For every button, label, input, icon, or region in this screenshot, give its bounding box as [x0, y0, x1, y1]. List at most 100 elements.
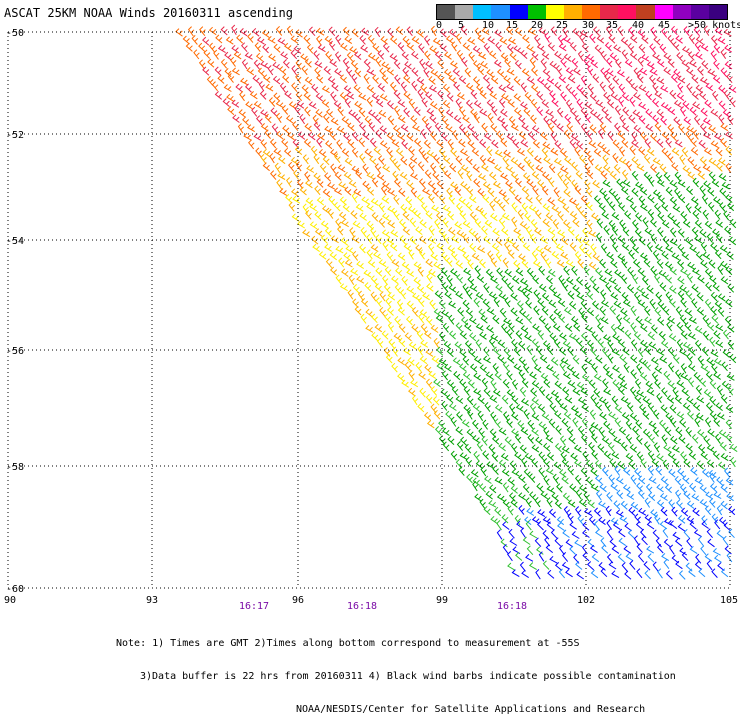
wind-barb: [636, 163, 645, 172]
wind-barb: [320, 234, 328, 244]
wind-barb: [462, 355, 470, 366]
wind-barb: [620, 274, 628, 285]
wind-barb: [378, 218, 386, 228]
wind-barb: [520, 398, 530, 406]
wind-barb: [295, 59, 302, 70]
wind-barb: [438, 228, 446, 238]
wind-barb: [717, 307, 725, 317]
wind-barb: [544, 32, 551, 43]
wind-barb: [506, 67, 515, 76]
wind-barb: [475, 205, 484, 214]
wind-barb: [458, 138, 466, 148]
wind-barb: [631, 170, 639, 181]
wind-map: -50-52-54-56-58-60 90 93 96 99 102 105 16:17 1…: [4, 24, 738, 612]
wind-barb: [458, 196, 466, 205]
wind-barb: [621, 186, 629, 195]
wind-barb: [688, 59, 697, 68]
wind-barb: [403, 107, 410, 118]
wind-barb: [639, 372, 648, 381]
wind-barb: [512, 546, 521, 555]
wind-barb: [571, 89, 578, 100]
wind-barb: [411, 323, 419, 333]
wind-barb: [716, 476, 724, 486]
wind-barb: [608, 411, 617, 420]
wind-barb: [710, 306, 717, 316]
wind-barb: [577, 515, 584, 525]
wind-barb: [411, 67, 419, 77]
wind-barb: [387, 220, 396, 229]
wind-barb: [428, 193, 435, 204]
wind-barb: [672, 219, 681, 228]
wind-barb: [691, 267, 700, 276]
wind-barb: [329, 266, 338, 276]
wind-barb: [354, 67, 362, 78]
wind-barb: [533, 289, 541, 300]
wind-barb: [531, 412, 540, 421]
wind-barb: [676, 379, 685, 388]
wind-barb: [576, 571, 584, 580]
wind-barb: [531, 458, 539, 468]
wind-barb: [495, 251, 503, 262]
wind-barb: [277, 37, 286, 46]
wind-barb: [689, 482, 697, 493]
wind-barb: [530, 98, 538, 109]
wind-barb: [523, 156, 531, 166]
wind-barb: [538, 421, 546, 430]
wind-barb: [645, 380, 653, 390]
wind-barb: [565, 259, 574, 268]
wind-barb: [720, 500, 728, 510]
wind-barb: [282, 73, 290, 84]
wind-barb: [696, 306, 705, 316]
wind-barb: [692, 210, 700, 220]
wind-barb: [539, 236, 549, 244]
wind-barb: [670, 73, 678, 83]
wind-barb: [691, 90, 699, 100]
wind-barb: [472, 480, 479, 492]
wind-barb: [725, 145, 733, 156]
wind-barb: [521, 202, 529, 213]
wind-barb: [543, 426, 550, 438]
wind-barb: [502, 194, 510, 205]
wind-barb: [562, 340, 571, 349]
wind-barb: [237, 123, 245, 134]
wind-barb: [699, 156, 707, 166]
wind-barb: [548, 508, 556, 518]
wind-barb: [542, 68, 551, 77]
wind-barb: [661, 387, 668, 398]
wind-barb: [400, 156, 408, 166]
wind-barb: [523, 363, 530, 374]
wind-barb: [324, 172, 332, 182]
wind-barb: [404, 361, 412, 372]
wind-barb: [322, 155, 330, 166]
wind-barb: [483, 282, 490, 293]
wind-barb: [284, 90, 292, 100]
wind-barb: [278, 155, 286, 165]
wind-barb: [550, 389, 559, 398]
wind-barb: [652, 561, 659, 572]
wind-barb: [366, 84, 375, 94]
wind-barb: [719, 441, 727, 451]
wind-barb: [726, 552, 733, 563]
wind-barb: [438, 106, 445, 117]
wind-barb: [417, 403, 425, 413]
wind-barb: [600, 567, 608, 578]
wind-barb: [684, 307, 692, 317]
wind-barb: [614, 105, 622, 116]
wind-barb: [652, 157, 661, 166]
wind-barb: [648, 491, 656, 501]
colorbar-label: 25: [556, 20, 569, 31]
wind-barb: [675, 426, 683, 436]
wind-barb: [438, 357, 447, 366]
wind-barb: [344, 186, 352, 196]
wind-barb: [363, 269, 372, 278]
wind-barb: [554, 380, 562, 390]
wind-barb: [525, 194, 533, 204]
wind-barb: [538, 27, 547, 36]
wind-barb: [599, 81, 606, 92]
wind-barb: [566, 426, 574, 436]
wind-barb: [719, 244, 728, 253]
wind-barb: [707, 538, 715, 548]
wind-barb: [488, 337, 496, 348]
wind-barb: [686, 500, 695, 509]
wind-barb: [713, 491, 722, 500]
